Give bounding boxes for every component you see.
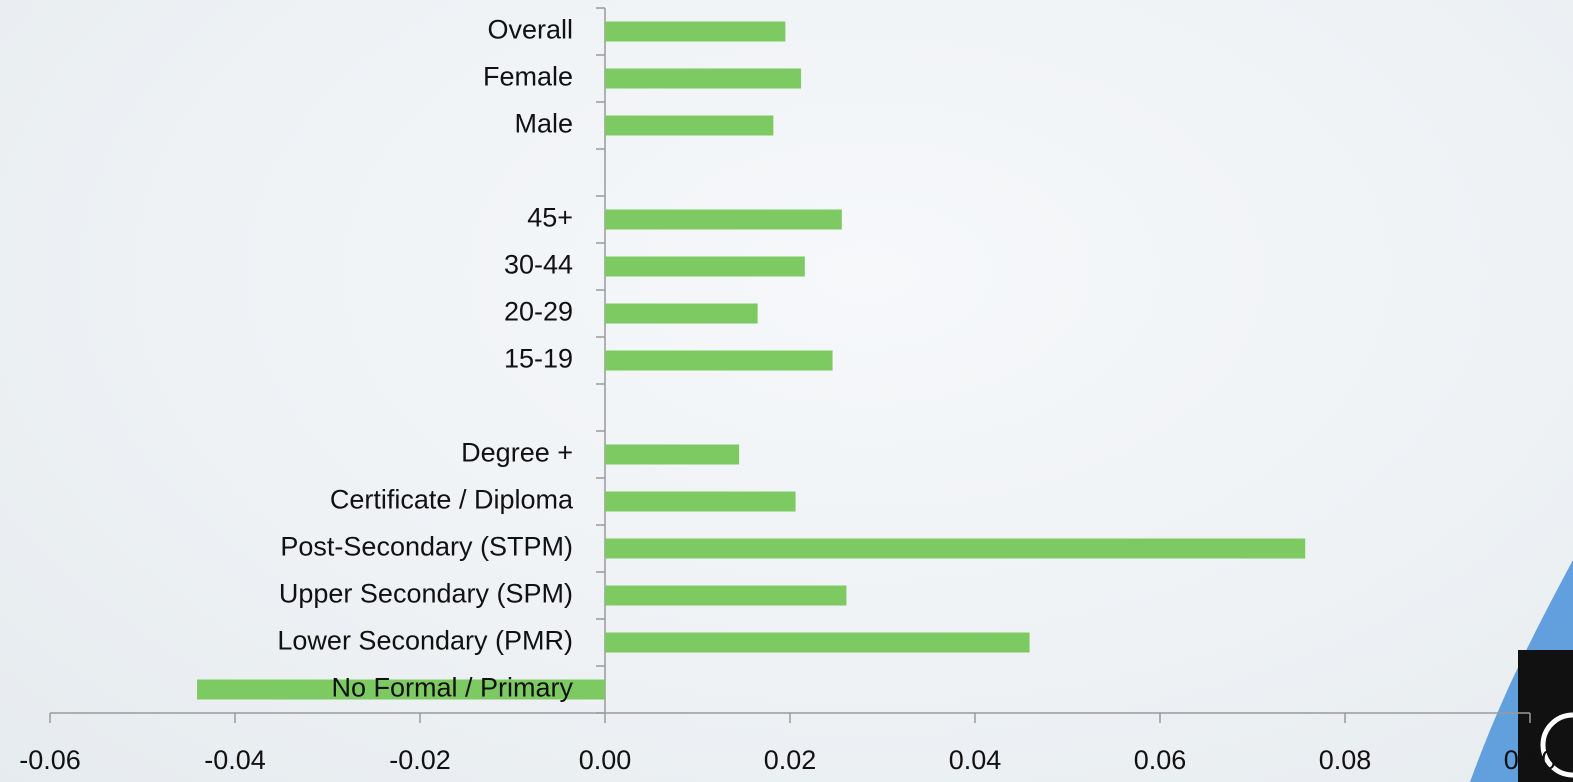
chart: -0.06 -0.04 -0.02 0.00 0.02 0.04 0.06 0.08 0.10 O… (0, 0, 1573, 782)
x-tick-label: 0.10 (1504, 745, 1557, 775)
bar (605, 539, 1305, 559)
bar (605, 445, 739, 465)
bar (605, 210, 842, 230)
x-tick-label: -0.02 (389, 745, 451, 775)
bar (605, 257, 805, 277)
bar (605, 633, 1030, 653)
page: {"chart_data": {"type": "hbar", "categor… (0, 0, 1573, 782)
bar (605, 304, 758, 324)
bar (605, 586, 846, 606)
bar (605, 22, 785, 42)
x-tick-label: -0.06 (19, 745, 81, 775)
x-tick-label: 0.02 (764, 745, 817, 775)
y-tick-label: 20-29 (504, 297, 573, 327)
y-tick-label: 30-44 (504, 250, 573, 280)
y-tick-label: Overall (487, 15, 573, 45)
x-tick-label: -0.04 (204, 745, 266, 775)
x-tick-label: 0.00 (579, 745, 632, 775)
y-tick-label: Male (514, 109, 573, 139)
y-tick-label: No Formal / Primary (331, 673, 573, 703)
x-tick-label: 0.08 (1319, 745, 1372, 775)
bar (605, 69, 801, 89)
y-tick-label: Certificate / Diploma (330, 485, 574, 515)
bar (605, 116, 773, 136)
x-tick-label: 0.04 (949, 745, 1002, 775)
bar (605, 351, 833, 371)
y-tick-label: 45+ (527, 203, 573, 233)
y-tick-label: Female (483, 62, 573, 92)
y-tick-label: Post-Secondary (STPM) (280, 532, 573, 562)
y-tick-label: Lower Secondary (PMR) (277, 626, 573, 656)
y-tick-label: Degree + (461, 438, 573, 468)
y-tick-label: Upper Secondary (SPM) (279, 579, 573, 609)
x-tick-label: 0.06 (1134, 745, 1187, 775)
bar (605, 492, 796, 512)
y-tick-label: 15-19 (504, 344, 573, 374)
